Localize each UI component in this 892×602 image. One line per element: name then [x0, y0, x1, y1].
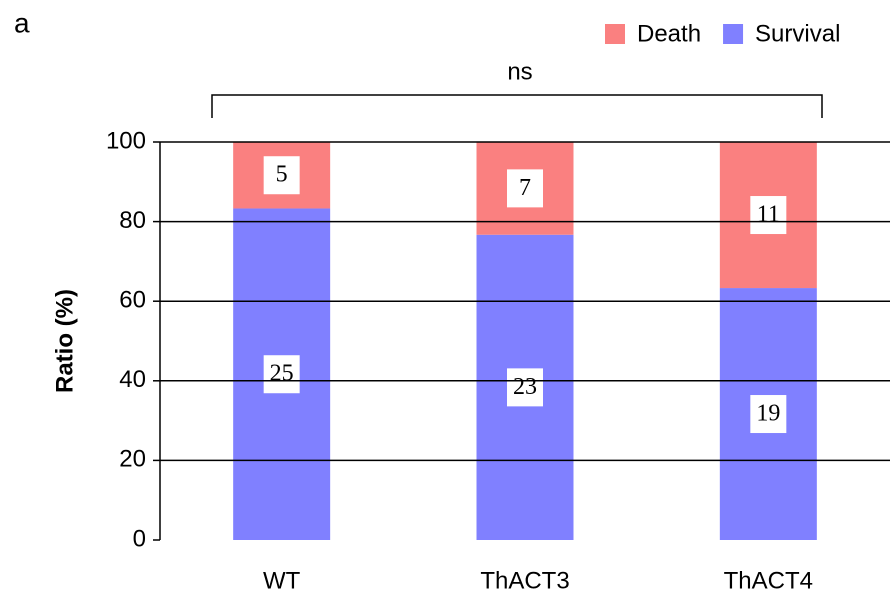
y-tick-label: 0 — [133, 525, 146, 552]
count-label-box — [750, 395, 787, 434]
y-tick-label: 100 — [106, 127, 146, 154]
y-tick-label: 80 — [119, 207, 146, 234]
count-label: 19 — [756, 401, 780, 427]
x-tick-label: WT — [263, 567, 301, 594]
y-axis-label: Ratio (%) — [51, 289, 78, 393]
count-label: 11 — [757, 202, 780, 228]
count-label-box — [750, 196, 787, 235]
count-label-box — [263, 355, 300, 394]
count-label-box — [263, 156, 300, 195]
count-label: 25 — [270, 361, 294, 387]
y-tick-label: 20 — [119, 446, 146, 473]
legend-swatch — [723, 24, 744, 44]
count-label-box — [507, 368, 543, 407]
count-label-box — [507, 169, 543, 208]
count-label: 5 — [276, 162, 288, 188]
x-tick-label: ThACT4 — [724, 567, 813, 594]
annotation: ns — [507, 58, 532, 85]
y-tick-label: 60 — [119, 287, 146, 314]
panel-label: a — [14, 7, 30, 38]
x-tick-label: ThACT3 — [480, 567, 569, 594]
legend-label: Death — [637, 20, 701, 47]
legend-swatch — [605, 24, 625, 44]
legend-label: Survival — [755, 20, 840, 47]
y-tick-label: 40 — [119, 366, 146, 393]
count-label: 23 — [513, 374, 537, 400]
count-label: 7 — [519, 175, 531, 201]
bracket — [211, 94, 823, 118]
